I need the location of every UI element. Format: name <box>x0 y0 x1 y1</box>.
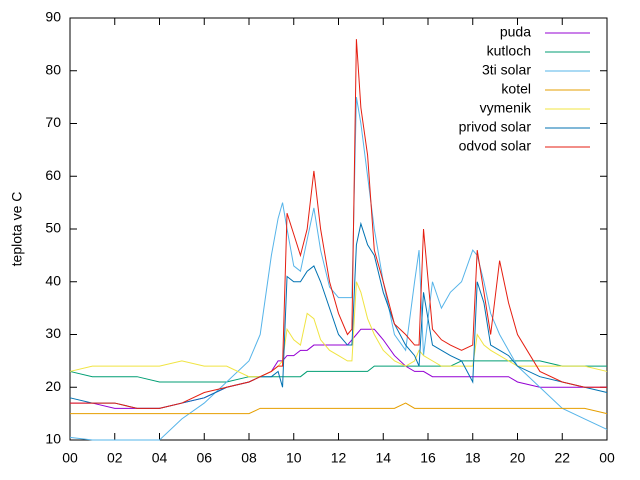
x-tick-label: 08 <box>241 450 257 466</box>
series-line <box>69 281 608 378</box>
series-line <box>70 328 607 409</box>
x-tick-label: 14 <box>375 450 391 466</box>
x-tick-label: 12 <box>331 450 347 466</box>
series-line <box>69 221 608 409</box>
x-tick-label: 06 <box>196 450 212 466</box>
y-tick-label: 40 <box>45 272 61 288</box>
y-tick-label: 50 <box>45 220 61 236</box>
series-line <box>70 402 608 415</box>
x-tick-label: 10 <box>286 450 302 466</box>
y-axis-label: teplota ve C <box>9 192 25 267</box>
y-tick-label: 60 <box>45 167 61 183</box>
y-tick-label: 90 <box>45 9 61 25</box>
y-tick-label: 30 <box>45 325 61 341</box>
series-line <box>69 97 608 441</box>
legend-label: vymenik <box>480 100 532 116</box>
x-tick-label: 02 <box>107 450 123 466</box>
y-tick-label: 20 <box>45 378 61 394</box>
x-tick-label: 18 <box>465 450 481 466</box>
legend-label: privod solar <box>459 119 532 135</box>
x-tick-label: 22 <box>554 450 570 466</box>
x-tick-label: 16 <box>420 450 436 466</box>
legend-label: kutloch <box>487 43 531 59</box>
legend-label: odvod solar <box>459 138 532 154</box>
y-tick-label: 70 <box>45 114 61 130</box>
x-tick-label: 20 <box>510 450 526 466</box>
y-tick-label: 80 <box>45 61 61 77</box>
y-tick-label: 10 <box>45 431 61 447</box>
series-line <box>70 39 607 409</box>
legend-label: 3ti solar <box>482 62 531 78</box>
x-tick-label: 00 <box>62 450 78 466</box>
x-tick-label: 04 <box>152 450 168 466</box>
series-line <box>69 360 607 383</box>
legend-label: puda <box>500 24 531 40</box>
x-tick-label: 00 <box>599 450 615 466</box>
legend-label: kotel <box>501 81 531 97</box>
